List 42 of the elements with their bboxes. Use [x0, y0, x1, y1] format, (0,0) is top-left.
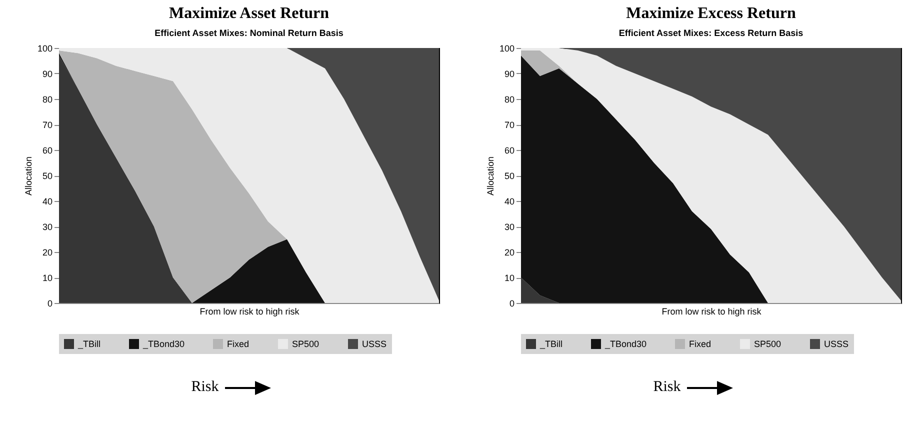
chart-title: Maximize Asset Return: [169, 5, 330, 22]
y-tick-label: 10: [504, 273, 514, 283]
x-axis-title: From low risk to high risk: [662, 306, 762, 316]
y-tick-label: 70: [504, 120, 514, 130]
chart-subtitle: Efficient Asset Mixes: Nominal Return Basis: [154, 28, 344, 38]
y-tick-label: 50: [42, 171, 52, 181]
text: Risk: [653, 379, 681, 396]
legend-label: USSS: [824, 339, 849, 349]
legend-label: _TBond30: [142, 339, 185, 349]
x-axis-title: From low risk to high risk: [200, 306, 300, 316]
y-tick-label: 40: [504, 196, 514, 206]
y-tick-label: 0: [509, 298, 514, 308]
y-tick-label: 30: [504, 222, 514, 232]
legend-label: Fixed: [689, 339, 712, 349]
y-axis-title: Allocation: [485, 156, 496, 196]
chart-title: Maximize Excess Return: [626, 5, 796, 22]
y-tick-label: 0: [47, 298, 52, 308]
legend-label: USSS: [362, 339, 387, 349]
legend-label: SP500: [292, 339, 320, 349]
y-tick-label: 80: [42, 94, 52, 104]
y-tick-label: 70: [42, 120, 52, 130]
y-tick-label: 40: [42, 196, 52, 206]
y-tick-label: 100: [37, 44, 52, 54]
y-tick-label: 30: [42, 222, 52, 232]
y-tick-label: 60: [42, 146, 52, 156]
y-tick-label: 20: [42, 248, 52, 258]
y-tick-label: 10: [42, 273, 52, 283]
y-tick-label: 50: [504, 171, 514, 181]
legend-label: _TBill: [539, 339, 563, 349]
y-tick-label: 20: [504, 248, 514, 258]
text: Risk: [191, 379, 219, 396]
y-axis-title: Allocation: [23, 156, 34, 196]
legend-label: _TBond30: [604, 339, 647, 349]
legend-label: Fixed: [227, 339, 250, 349]
y-tick-label: 100: [499, 44, 514, 54]
chart-subtitle: Efficient Asset Mixes: Excess Return Basis: [618, 28, 804, 38]
y-tick-label: 90: [504, 69, 514, 79]
legend-label: SP500: [754, 339, 782, 349]
y-tick-label: 60: [504, 146, 514, 156]
legend-label: _TBill: [77, 339, 101, 349]
y-tick-label: 80: [504, 94, 514, 104]
y-tick-label: 90: [42, 69, 52, 79]
